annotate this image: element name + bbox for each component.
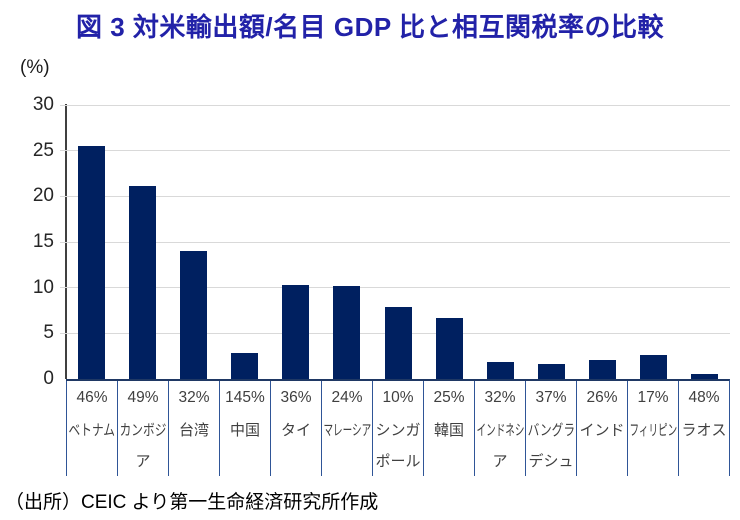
- bar: [639, 355, 667, 379]
- bar: [129, 186, 157, 379]
- gridline: [60, 287, 730, 289]
- tariff-rate-label: 25%: [433, 388, 465, 406]
- category-cell: 37% バングラデシュ: [525, 381, 576, 476]
- country-label-line: インド: [579, 422, 625, 439]
- y-axis-unit-label: (%): [20, 57, 50, 78]
- country-label-line: ポール: [375, 453, 421, 470]
- bar: [180, 251, 208, 379]
- tariff-rate-label: 49%: [127, 388, 159, 406]
- category-cell: 26% インド: [576, 381, 627, 476]
- country-label-line: フィリピン: [629, 422, 677, 439]
- country-label-line: タイ: [280, 422, 311, 439]
- country-label-line: インドネシ: [476, 422, 525, 439]
- gridline: [60, 104, 730, 106]
- bar: [537, 364, 565, 379]
- tariff-rate-label: 10%: [382, 388, 414, 406]
- country-label-line: デシュ: [528, 453, 574, 470]
- gridline: [60, 150, 730, 152]
- bar: [333, 285, 361, 379]
- country-label-line: カンボジ: [119, 422, 167, 439]
- category-cell: 36% タイ: [270, 381, 321, 476]
- y-tick-label: 25: [32, 139, 54, 161]
- y-tick-label: 20: [32, 185, 54, 207]
- category-cell: 49% カンボジア: [117, 381, 168, 476]
- bar: [435, 317, 463, 379]
- bar: [78, 146, 106, 379]
- country-label-line: ア: [135, 453, 151, 470]
- tariff-rate-label: 24%: [331, 388, 363, 406]
- gridline: [60, 195, 730, 197]
- bar: [486, 361, 514, 379]
- y-axis-tick-labels: 0 5 10 15 20 25 30: [0, 94, 54, 389]
- bar: [588, 359, 616, 379]
- source-note: （出所）CEIC より第一生命経済研究所作成: [5, 492, 379, 513]
- plot-area: [60, 104, 730, 379]
- y-tick-label: 30: [32, 94, 54, 115]
- bar: [690, 374, 718, 379]
- category-cell: 145% 中国: [219, 381, 270, 476]
- country-label-line: シンガ: [375, 422, 421, 439]
- gridline: [60, 241, 730, 243]
- tariff-rate-label: 48%: [688, 388, 720, 406]
- tariff-rate-label: 46%: [76, 388, 108, 406]
- bar: [384, 306, 412, 379]
- country-label-line: 中国: [229, 422, 260, 439]
- category-cell: 46% ベトナム: [66, 381, 117, 476]
- chart-title: 図 3 対米輸出額/名目 GDP 比と相互関税率の比較: [76, 12, 664, 42]
- country-label-line: マレーシア: [323, 422, 371, 439]
- y-tick-label: 15: [32, 231, 54, 252]
- tariff-rate-label: 32%: [178, 388, 210, 406]
- tariff-rate-label: 36%: [280, 388, 312, 406]
- x-axis-label-table: 46% ベトナム 49% カンボジア 32% 台湾 145% 中国 36% タイ 24% マレーシア 1…: [66, 379, 730, 476]
- bar: [282, 284, 310, 379]
- country-label-line: ベトナム: [68, 422, 116, 439]
- country-label-line: バングラ: [527, 422, 575, 439]
- category-cell: 32% 台湾: [168, 381, 219, 476]
- tariff-rate-label: 26%: [586, 388, 618, 406]
- category-cell: 17% フィリピン: [627, 381, 678, 476]
- bar: [231, 353, 259, 379]
- tariff-rate-label: 37%: [535, 388, 567, 406]
- country-label-line: ラオス: [681, 422, 727, 439]
- category-cell: 24% マレーシア: [321, 381, 372, 476]
- y-tick-label: 10: [32, 276, 54, 298]
- tariff-rate-label: 17%: [637, 388, 669, 406]
- category-cell: 32% インドネシア: [474, 381, 525, 476]
- y-tick-label: 5: [43, 322, 54, 344]
- category-cell: 10% シンガポール: [372, 381, 423, 476]
- category-cell: 48% ラオス: [678, 381, 729, 476]
- country-label-line: 韓国: [433, 422, 464, 439]
- country-label-line: 台湾: [178, 422, 209, 439]
- tariff-rate-label: 145%: [225, 388, 265, 406]
- tariff-rate-label: 32%: [484, 388, 516, 406]
- category-cell: 25% 韓国: [423, 381, 474, 476]
- y-tick-label: 0: [43, 368, 54, 389]
- country-label-line: ア: [492, 453, 508, 470]
